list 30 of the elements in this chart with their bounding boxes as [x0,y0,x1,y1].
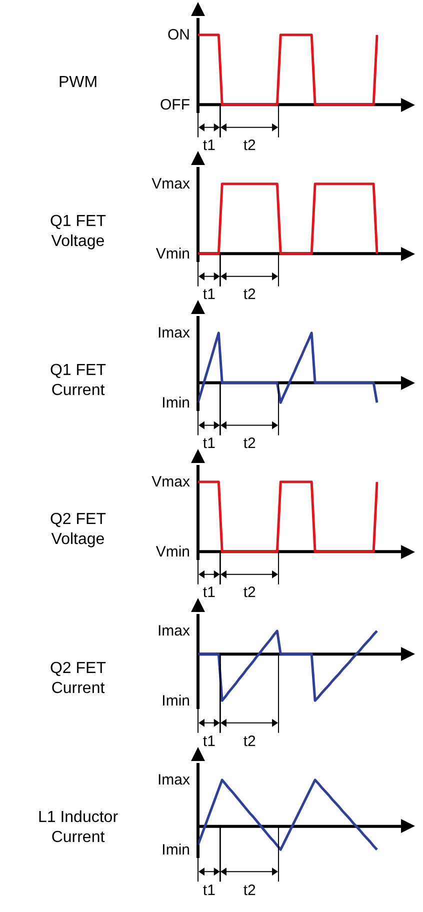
text: t2 [243,286,256,303]
text: t2 [243,435,256,452]
text: t2 [243,137,256,154]
text: t2 [243,733,256,750]
text: Vmax [152,175,190,192]
text: t1 [202,286,216,303]
text: t2 [243,584,256,601]
text: Imin [162,841,190,858]
text: Imin [162,692,190,710]
text: ON [168,26,190,44]
y-axis-title: Q1 FET Current [48,360,107,400]
text: t1 [202,882,216,899]
y-axis-title: Q2 FET Voltage [48,510,107,550]
text: Vmin [156,543,190,560]
text: OFF [160,96,190,114]
y-axis-title: Q1 FET Voltage [48,212,107,252]
text: Imax [157,622,190,640]
y-axis-title: L1 Inductor Current [36,808,120,848]
text: Vmin [156,245,190,262]
text: t1 [202,584,216,601]
text: t1 [202,733,216,750]
y-axis-title: PWM [57,72,99,92]
text: t2 [243,882,256,899]
text: Imin [162,394,190,412]
text: Imax [157,771,190,788]
y-axis-title: Q2 FET Current [48,658,107,698]
text: Imax [157,324,190,342]
text: t1 [202,435,216,452]
text: t1 [202,137,216,154]
text: Vmax [152,473,190,490]
